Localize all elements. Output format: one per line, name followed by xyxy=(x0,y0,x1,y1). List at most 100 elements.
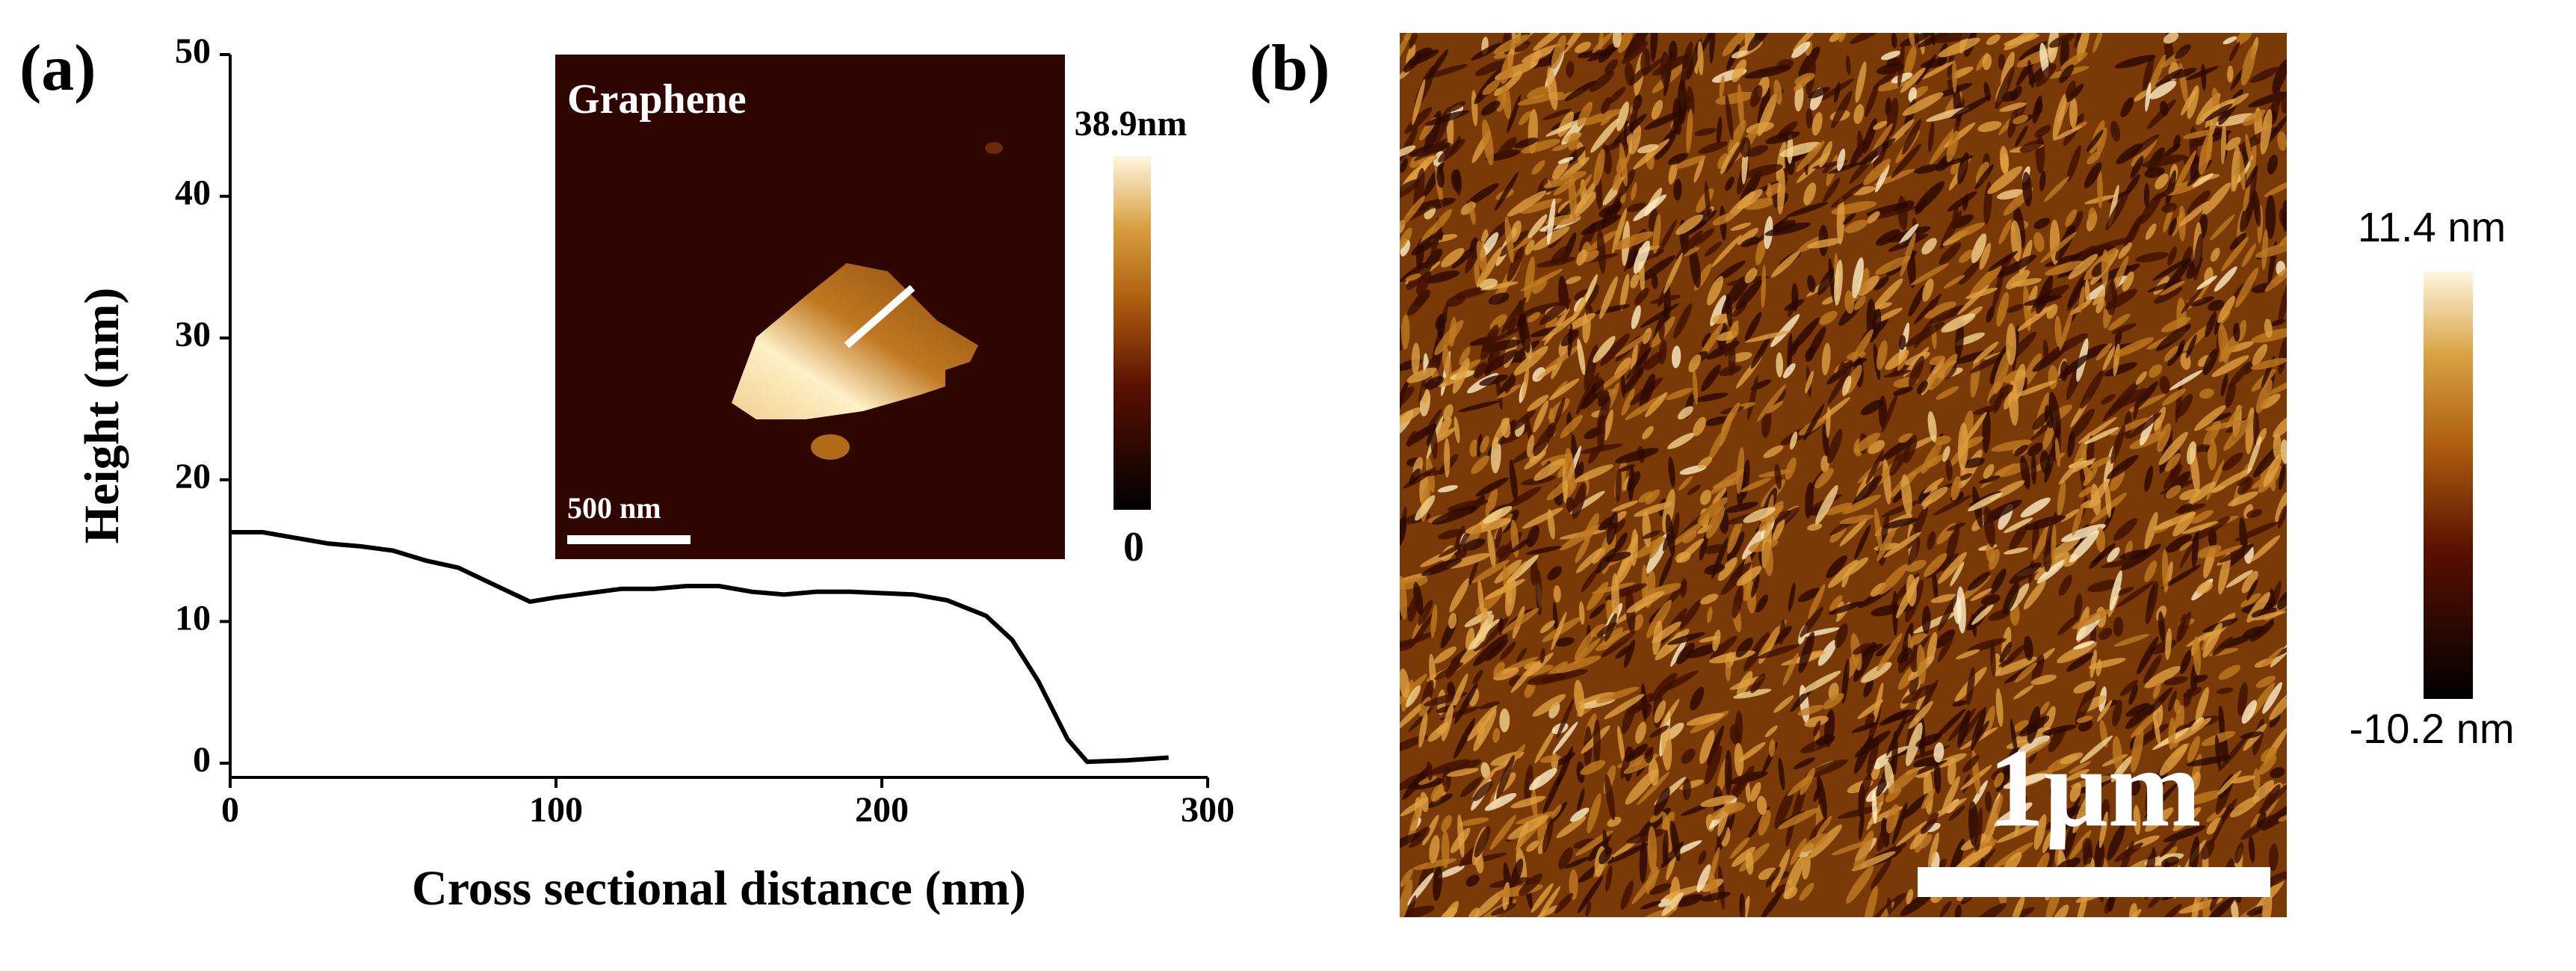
texture-grain xyxy=(1882,517,1918,529)
texture-grain xyxy=(1802,833,1828,853)
texture-grain xyxy=(2153,286,2183,304)
texture-grain xyxy=(2264,179,2287,197)
texture-grain xyxy=(2010,220,2022,262)
texture-grain xyxy=(1677,79,1687,125)
texture-grain xyxy=(1889,439,1912,476)
texture-grain xyxy=(1580,443,1623,454)
texture-grain xyxy=(1914,164,1940,174)
texture-grain xyxy=(2246,579,2258,601)
texture-grain xyxy=(1982,54,1992,70)
texture-grain xyxy=(1635,703,1652,710)
y-tick-label: 40 xyxy=(175,173,211,213)
texture-grain xyxy=(1492,727,1501,743)
texture-grain xyxy=(1975,161,1990,185)
texture-grain xyxy=(1458,401,1500,413)
texture-grain xyxy=(1997,189,2024,200)
texture-grain xyxy=(1475,477,1509,497)
texture-grain xyxy=(2152,682,2161,699)
texture-grain xyxy=(1532,694,1566,717)
texture-grain xyxy=(1717,865,1726,910)
texture-grain xyxy=(1817,639,1837,666)
texture-grain xyxy=(1483,506,1513,524)
texture-grain xyxy=(1717,152,1729,170)
texture-grain xyxy=(2068,408,2095,441)
texture-grain xyxy=(1400,576,1407,620)
texture-grain xyxy=(2169,370,2203,391)
texture-grain xyxy=(1608,87,1626,104)
texture-grain xyxy=(1447,682,1456,697)
texture-grain xyxy=(1951,59,1957,93)
texture-grain xyxy=(1971,604,1994,625)
texture-grain xyxy=(1872,70,1898,90)
texture-grain xyxy=(1438,138,1465,163)
texture-grain xyxy=(1950,159,1961,175)
texture-grain xyxy=(1400,832,1422,854)
texture-grain xyxy=(1488,292,1510,305)
texture-grain xyxy=(1558,847,1573,869)
texture-grain xyxy=(1584,253,1619,263)
texture-grain xyxy=(1727,517,1743,554)
texture-grain xyxy=(1419,225,1435,246)
texture-grain xyxy=(1908,87,1917,103)
texture-grain xyxy=(1433,428,1456,443)
texture-grain xyxy=(1507,246,1525,282)
texture-grain xyxy=(1773,79,1782,105)
texture-grain xyxy=(2218,543,2255,564)
texture-grain xyxy=(1554,893,1574,914)
texture-grain xyxy=(1500,641,1516,660)
texture-grain xyxy=(2013,445,2028,457)
texture-grain xyxy=(2144,511,2158,549)
texture-grain xyxy=(2143,182,2150,208)
texture-grain xyxy=(1490,903,1516,916)
texture-grain xyxy=(1946,130,1959,163)
texture-grain xyxy=(2202,182,2231,216)
texture-grain xyxy=(1974,807,1983,854)
texture-grain xyxy=(1406,43,1416,67)
texture-grain xyxy=(1881,50,1901,61)
texture-grain xyxy=(2152,257,2190,281)
texture-grain xyxy=(2110,756,2133,783)
texture-grain xyxy=(1902,119,1921,155)
texture-grain xyxy=(1525,239,1535,256)
texture-grain xyxy=(1863,679,1874,697)
texture-grain xyxy=(1528,768,1557,791)
texture-grain xyxy=(1860,399,1884,416)
x-tick-label: 100 xyxy=(529,790,583,830)
texture-grain xyxy=(1790,838,1807,866)
texture-grain xyxy=(1454,286,1489,299)
texture-grain xyxy=(1615,331,1652,357)
texture-grain xyxy=(1788,582,1796,612)
texture-grain xyxy=(1575,537,1590,564)
texture-grain xyxy=(1433,864,1443,901)
texture-grain xyxy=(1909,33,1915,46)
texture-grain xyxy=(1564,448,1575,492)
texture-grain xyxy=(1564,80,1597,102)
texture-grain xyxy=(2129,780,2141,796)
texture-grain xyxy=(1427,793,1454,809)
texture-grain xyxy=(1793,757,1815,770)
texture-grain xyxy=(1702,333,1711,348)
texture-grain xyxy=(1843,212,1856,225)
texture-grain xyxy=(2078,286,2085,313)
texture-grain xyxy=(1731,50,1748,58)
texture-grain xyxy=(1758,620,1787,657)
texture-grain xyxy=(1875,256,1911,275)
texture-grain xyxy=(1681,41,1693,70)
texture-grain xyxy=(2017,735,2051,755)
texture-grain xyxy=(1623,639,1636,668)
texture-grain xyxy=(1733,688,1772,699)
texture-grain xyxy=(2173,149,2196,193)
texture-grain xyxy=(2039,450,2051,474)
texture-grain xyxy=(1986,542,1995,563)
y-tick-label: 30 xyxy=(175,315,211,354)
texture-grain xyxy=(1743,507,1776,523)
texture-grain xyxy=(1778,807,1820,830)
texture-grain xyxy=(1999,102,2027,112)
texture-grain xyxy=(1412,858,1457,870)
texture-grain xyxy=(2245,133,2252,164)
texture-grain xyxy=(1770,250,1800,278)
scale-bar xyxy=(1918,867,2270,897)
texture-grain xyxy=(1901,622,1914,658)
texture-grain xyxy=(2191,531,2199,568)
texture-grain xyxy=(1715,91,1755,105)
